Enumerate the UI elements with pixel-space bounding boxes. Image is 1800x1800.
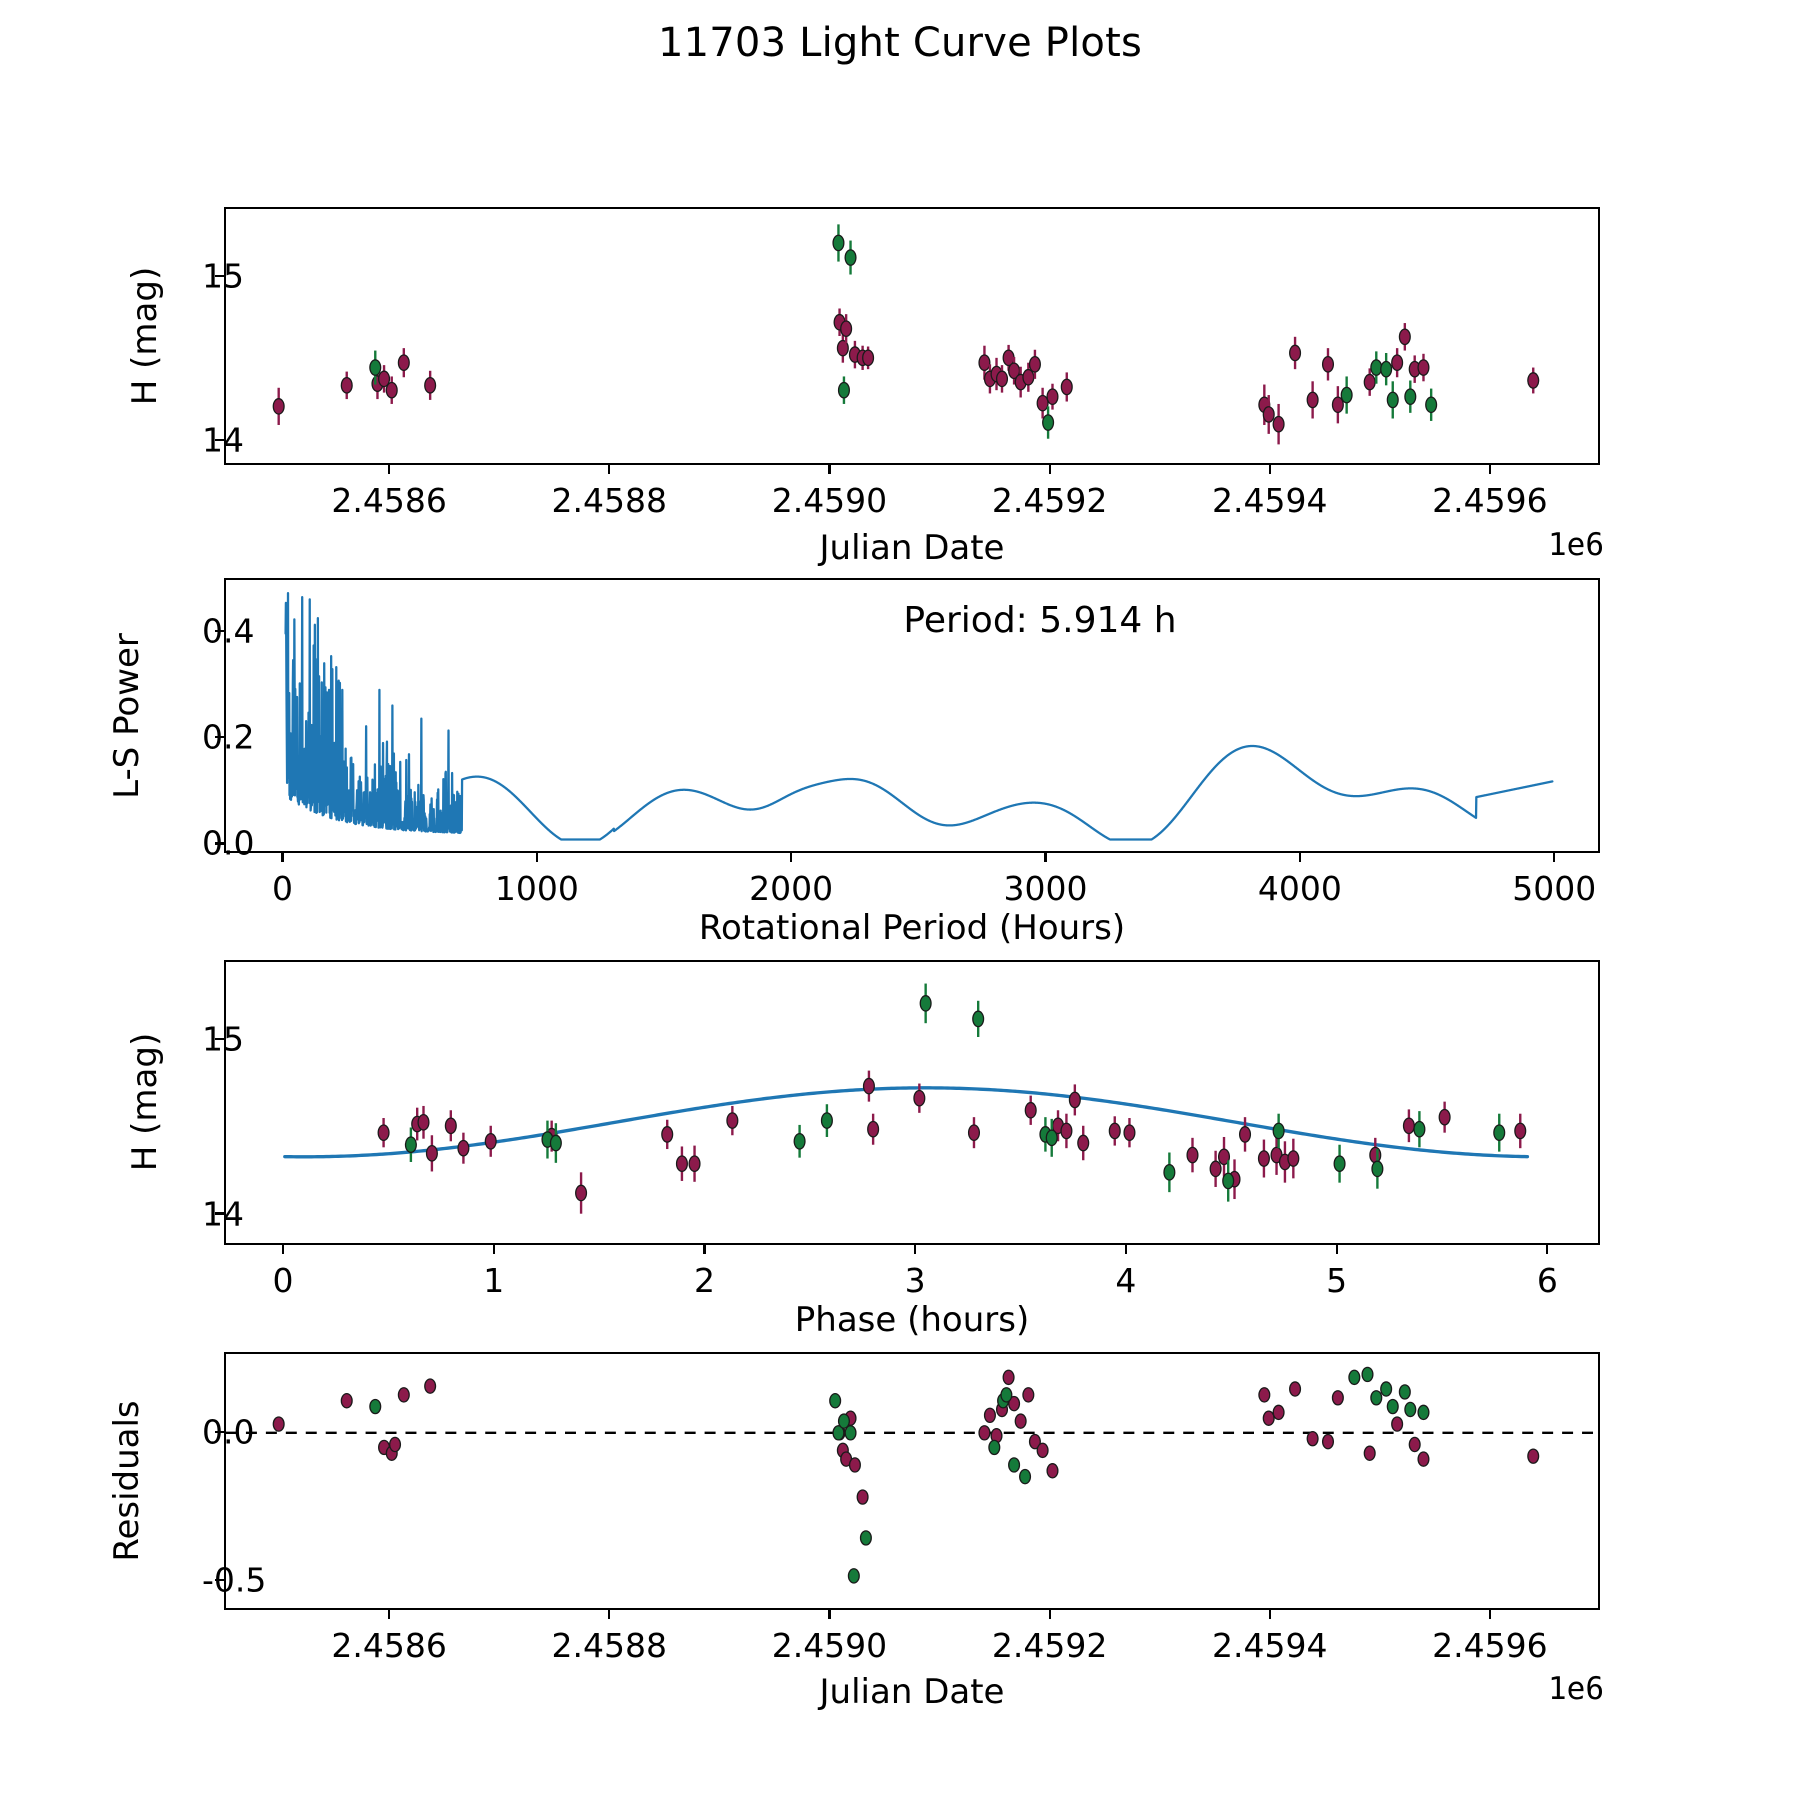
residuals-plot-area	[224, 1352, 1600, 1610]
x-tick-label: 2.4596	[1432, 481, 1548, 520]
lightcurve-y-axis-label: H (mag)	[125, 266, 165, 406]
x-tick-mark	[828, 465, 831, 474]
x-tick-label: 5000	[1512, 869, 1597, 908]
x-tick-mark	[281, 853, 284, 862]
periodogram-plot-area	[224, 578, 1600, 853]
x-tick-mark	[1048, 1610, 1051, 1619]
lightcurve-plot-area	[224, 207, 1600, 465]
periodogram-x-axis-label: Rotational Period (Hours)	[698, 908, 1126, 948]
periodogram-y-axis-label: L-S Power	[107, 633, 147, 799]
x-tick-mark	[281, 1245, 285, 1254]
x-tick-mark	[608, 465, 611, 474]
x-tick-mark	[828, 1610, 831, 1619]
x-tick-label: 2000	[749, 869, 834, 908]
y-tick-mark	[215, 1579, 224, 1582]
x-tick-mark	[1124, 1245, 1127, 1254]
x-tick-label: 2.4594	[1212, 481, 1328, 520]
x-tick-label: 0	[272, 1261, 294, 1300]
y-tick-mark	[215, 439, 224, 442]
x-tick-mark	[914, 1245, 917, 1254]
x-tick-mark	[1335, 1245, 1338, 1254]
x-tick-label: 2.4590	[771, 481, 888, 520]
x-tick-label: 1	[483, 1261, 505, 1300]
y-tick-mark	[215, 274, 224, 278]
x-tick-mark	[388, 465, 391, 474]
x-tick-label: 5	[1326, 1261, 1348, 1300]
y-tick-mark	[215, 1430, 224, 1434]
x-tick-mark	[608, 1610, 611, 1619]
x-tick-mark	[1298, 853, 1301, 862]
x-tick-mark	[1268, 1610, 1271, 1619]
x-tick-mark	[535, 853, 538, 862]
x-tick-label: 2.4592	[991, 481, 1108, 520]
lightcurve-x-axis-label: Julian Date	[819, 528, 1005, 568]
y-tick-mark	[215, 842, 224, 845]
x-tick-label: 2	[693, 1261, 715, 1300]
x-tick-label: 2.4590	[771, 1626, 888, 1665]
x-tick-mark	[388, 1610, 391, 1619]
x-tick-mark	[1488, 1610, 1491, 1619]
x-tick-label: 2.4588	[551, 481, 667, 520]
x-tick-label: 2.4588	[551, 1626, 667, 1665]
x-tick-mark	[1268, 465, 1271, 474]
x-tick-label: 4	[1115, 1261, 1137, 1300]
phase-plot-area	[224, 960, 1600, 1245]
x-tick-mark	[1048, 465, 1051, 474]
x-tick-label: 0	[271, 869, 293, 908]
y-tick-mark	[215, 1212, 224, 1215]
x-tick-mark	[1488, 465, 1491, 474]
lightcurve-x-offset-text: 1e6	[1548, 527, 1604, 563]
x-tick-mark	[790, 853, 793, 862]
y-tick-mark	[215, 1037, 224, 1040]
phase-y-axis-label: H (mag)	[125, 1032, 165, 1172]
x-tick-label: 2.4596	[1432, 1626, 1548, 1665]
x-tick-mark	[1546, 1245, 1549, 1254]
figure-title: 11703 Light Curve Plots	[657, 20, 1143, 66]
x-tick-mark	[1553, 853, 1556, 862]
x-tick-label: 2.4586	[331, 481, 447, 520]
residuals-x-axis-label: Julian Date	[819, 1672, 1005, 1712]
x-tick-label: 2.4586	[331, 1626, 447, 1665]
residuals-x-offset-text: 1e6	[1548, 1671, 1604, 1707]
x-tick-label: 3	[904, 1261, 926, 1300]
period-annotation: Period: 5.914 h	[903, 600, 1177, 641]
x-tick-mark	[1044, 853, 1047, 862]
y-tick-mark	[215, 629, 224, 633]
x-tick-label: 4000	[1257, 869, 1342, 908]
x-tick-label: 2.4594	[1212, 1626, 1328, 1665]
y-tick-mark	[215, 736, 224, 739]
x-tick-label: 2.4592	[991, 1626, 1108, 1665]
x-tick-label: 3000	[1003, 869, 1088, 908]
phase-x-axis-label: Phase (hours)	[794, 1300, 1030, 1340]
x-tick-mark	[703, 1245, 706, 1254]
residuals-y-axis-label: Residuals	[107, 1400, 147, 1562]
x-tick-label: 6	[1536, 1261, 1558, 1300]
x-tick-label: 1000	[494, 869, 579, 908]
x-tick-mark	[492, 1245, 495, 1254]
